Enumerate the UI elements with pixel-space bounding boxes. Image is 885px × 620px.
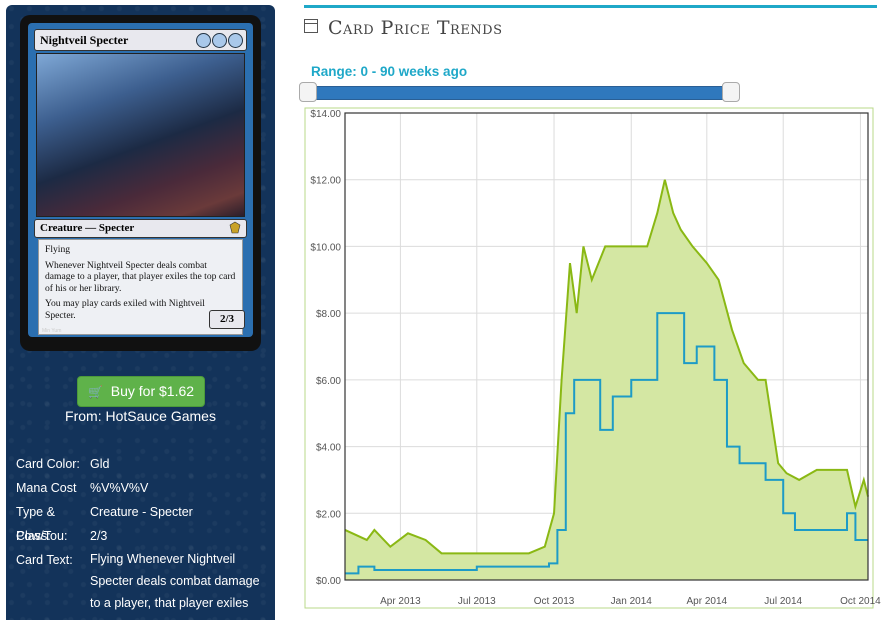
y-tick-label: $6.00 — [316, 376, 341, 387]
blue-series-line — [345, 312, 868, 575]
rules-line: Flying — [45, 244, 71, 255]
y-tick-label: $0.00 — [316, 576, 341, 587]
buy-button[interactable]: 🛒 Buy for $1.62 — [77, 376, 205, 407]
info-value: 2/3 — [90, 529, 108, 543]
x-tick-label: Oct 2014 — [840, 596, 881, 607]
card-title-bar: Nightveil Specter — [34, 29, 247, 51]
rules-line: You may play cards exiled with Nightveil… — [45, 298, 205, 321]
info-row: Pow/Tou: 2/3 — [16, 524, 260, 548]
range-label: Range: 0 - 90 weeks ago — [311, 64, 468, 79]
calendar-icon — [304, 19, 318, 33]
green-series-line — [344, 179, 869, 555]
card-info-list: Card Color: Gld Mana Cost %V%V%V Type & Cl… — [16, 452, 260, 614]
info-key: Mana Cost — [16, 481, 77, 495]
info-key: Pow/Tou: — [16, 529, 68, 543]
info-value: Flying Whenever Nightveil Specter deals … — [90, 552, 260, 610]
y-tick-label: $8.00 — [316, 309, 341, 320]
info-row: Card Color: Gld — [16, 452, 260, 476]
hybrid-mana-icon — [228, 33, 243, 48]
y-tick-label: $12.00 — [310, 176, 341, 187]
y-tick-label: $4.00 — [316, 443, 341, 454]
section-accent-line — [304, 5, 877, 8]
info-key: Type & Class: — [16, 505, 55, 543]
section-title: Card Price Trends — [304, 17, 503, 39]
x-tick-label: Jan 2014 — [611, 596, 653, 607]
x-tick-label: Jul 2014 — [764, 596, 802, 607]
card-image: Nightveil Specter Creature — Specter Fly… — [20, 15, 261, 351]
mana-cost-symbols — [196, 33, 243, 48]
card-type-bar: Creature — Specter — [34, 219, 247, 238]
x-tick-label: Apr 2013 — [380, 596, 421, 607]
green-series-area — [345, 179, 868, 580]
x-tick-label: Jul 2013 — [458, 596, 496, 607]
card-panel: Nightveil Specter Creature — Specter Fly… — [6, 5, 275, 620]
card-type-line: Creature — Specter — [40, 222, 135, 234]
info-value: Gld — [90, 457, 110, 471]
y-tick-label: $2.00 — [316, 509, 341, 520]
x-tick-label: Apr 2014 — [687, 596, 728, 607]
card-artwork — [36, 53, 245, 217]
section-title-text: Card Price Trends — [328, 17, 503, 39]
hybrid-mana-icon — [196, 33, 211, 48]
card-name: Nightveil Specter — [40, 33, 129, 47]
power-toughness-box: 2/3 — [209, 310, 245, 329]
info-value: Creature - Specter — [90, 505, 193, 519]
info-row: Type & Class: Creature - Specter — [16, 500, 260, 543]
cart-icon: 🛒 — [87, 385, 103, 399]
x-tick-label: Oct 2013 — [534, 596, 575, 607]
plot-border — [344, 112, 869, 581]
y-tick-label: $10.00 — [310, 242, 341, 253]
range-slider-handle-end[interactable] — [722, 82, 740, 102]
info-row: Mana Cost %V%V%V — [16, 476, 260, 500]
set-icon — [229, 221, 241, 234]
range-slider-handle-start[interactable] — [299, 82, 317, 102]
rules-line: Whenever Nightveil Specter deals combat … — [45, 259, 236, 294]
y-tick-label: $14.00 — [310, 109, 341, 120]
card-frame: Nightveil Specter Creature — Specter Fly… — [28, 23, 253, 337]
info-value: %V%V%V — [90, 481, 149, 495]
artist-credit: Min Yum — [42, 328, 62, 334]
info-key: Card Text: — [16, 553, 73, 567]
card-rules-text: Flying Whenever Nightveil Specter deals … — [38, 239, 243, 335]
seller-text: From: HotSauce Games — [65, 408, 216, 424]
hybrid-mana-icon — [212, 33, 227, 48]
buy-button-label: Buy for $1.62 — [110, 383, 195, 399]
info-row: Card Text: Flying Whenever Nightveil Spec… — [16, 548, 260, 614]
info-key: Card Color: — [16, 457, 80, 471]
